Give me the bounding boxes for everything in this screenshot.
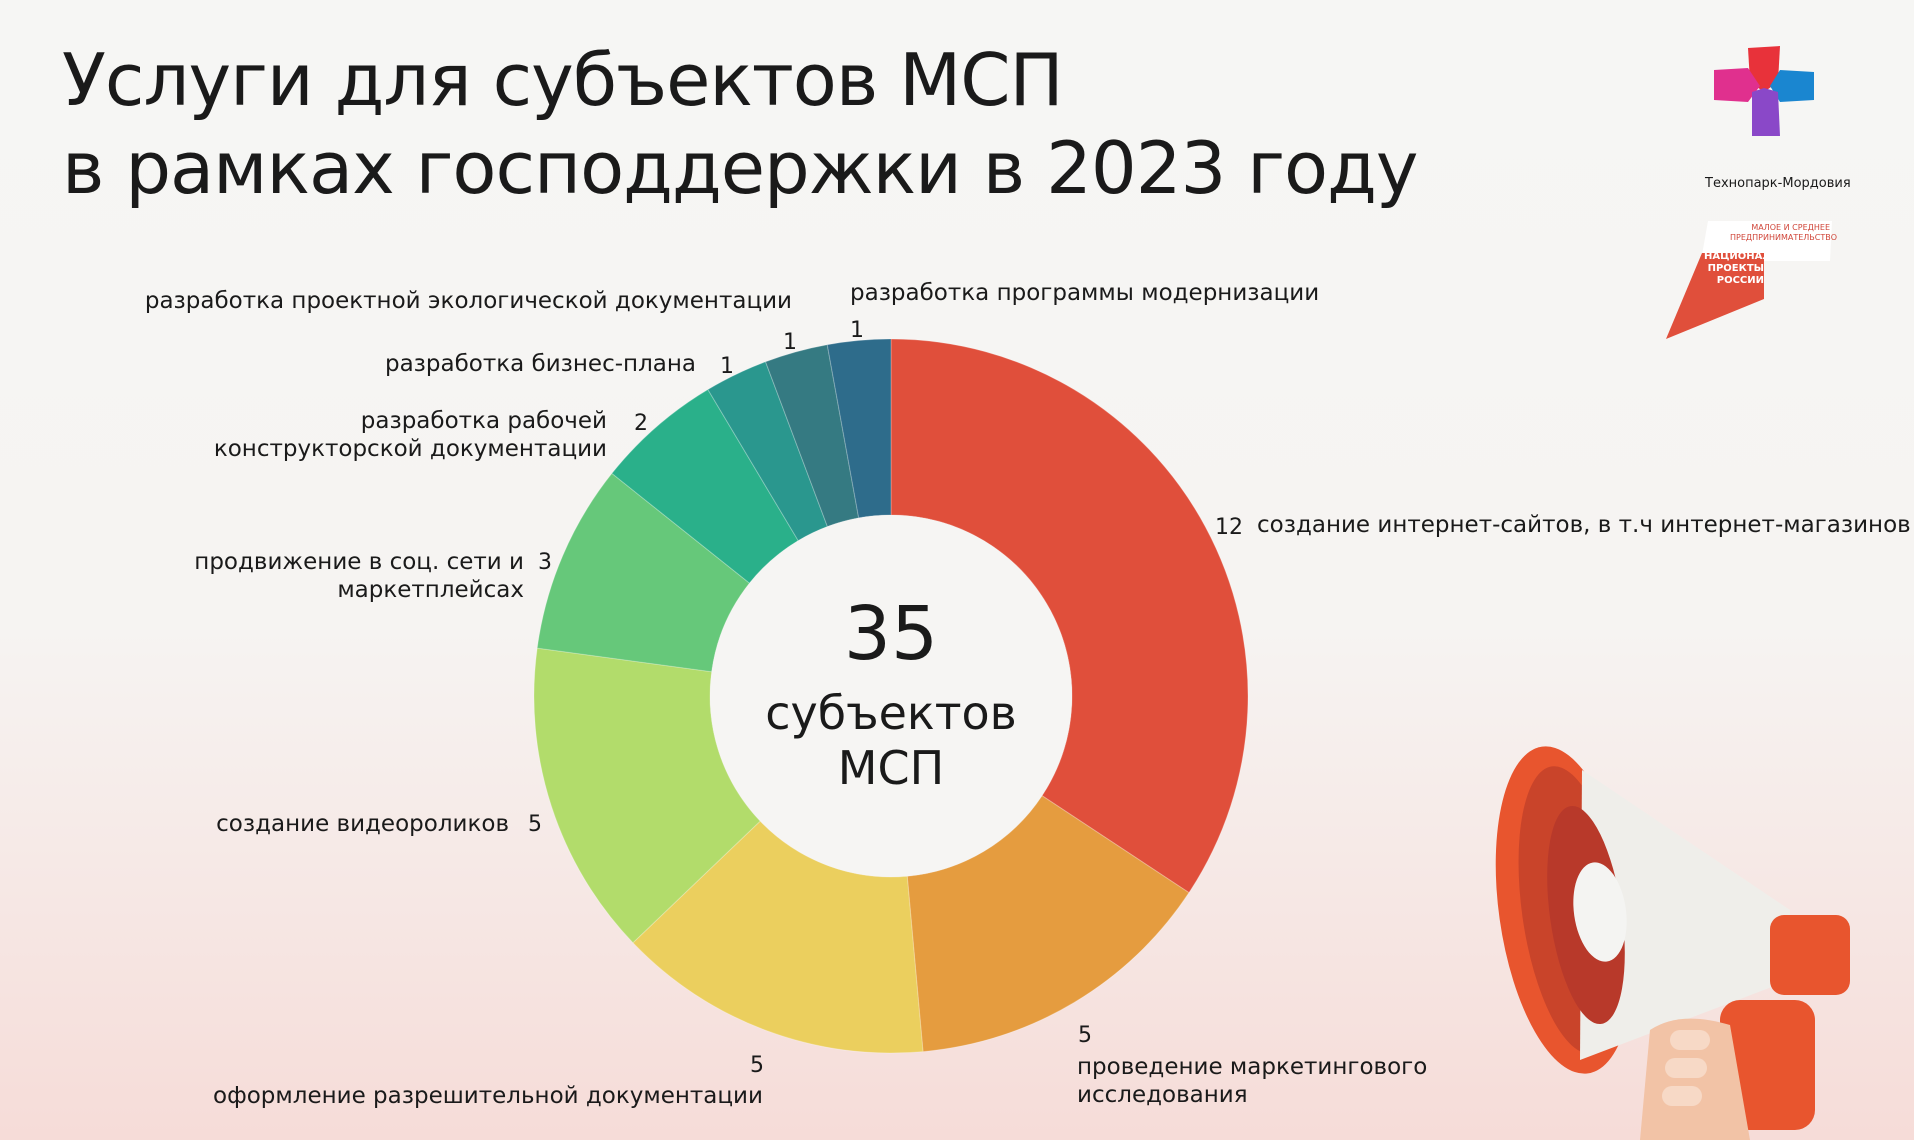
national-projects-logo: МАЛОЕ И СРЕДНЕЕ ПРЕДПРИНИМАТЕЛЬСТВО НАЦИ…: [1660, 215, 1840, 340]
slice-label-social: продвижение в соц. сети и маркетплейсах: [194, 549, 524, 603]
title-line-2: в рамках господдержки в 2023 году: [62, 126, 1418, 210]
title-line-1: Услуги для субъектов МСП: [62, 38, 1064, 122]
slice-value-design-docs: 2: [634, 411, 648, 436]
center-total: 35: [843, 591, 939, 677]
slice-value-websites: 12: [1215, 515, 1243, 540]
donut-slice-0: [890, 338, 1249, 894]
slice-label-eco-docs: разработка проектной экологической докум…: [144, 288, 792, 314]
center-line-1: субъектов: [765, 686, 1017, 740]
slice-label-websites: создание интернет-сайтов, в т.ч интернет…: [1257, 512, 1911, 538]
slice-label-business-plan: разработка бизнес-плана: [384, 351, 696, 377]
slice-label-permits: оформление разрешительной документации: [213, 1083, 763, 1109]
slice-value-marketing: 5: [1078, 1023, 1092, 1048]
megaphone-illustration: [1495, 746, 1850, 1140]
slice-label-modernization: разработка программы модернизации: [850, 280, 1320, 306]
slice-value-social: 3: [538, 550, 552, 575]
slice-label-design-docs: разработка рабочей конструкторской докум…: [213, 408, 607, 462]
slice-value-modernization: 1: [850, 318, 864, 343]
page-title: Услуги для субъектов МСП в рамках господ…: [62, 36, 1418, 212]
technopark-logo: [1714, 46, 1814, 136]
slice-value-business-plan: 1: [720, 354, 734, 379]
slice-value-eco-docs: 1: [783, 330, 797, 355]
slice-value-videos: 5: [528, 812, 542, 837]
national-projects-title: НАЦИОНАЛЬНЫЕ ПРОЕКТЫ РОССИИ: [1704, 251, 1804, 286]
donut-hole: [710, 515, 1072, 877]
center-line-2: МСП: [837, 741, 945, 795]
technopark-logo-text: Технопарк-Мордовия: [1705, 176, 1851, 191]
slice-value-permits: 5: [750, 1053, 764, 1078]
slice-label-marketing: проведение маркетингового исследования: [1077, 1054, 1428, 1108]
national-projects-subtitle: МАЛОЕ И СРЕДНЕЕ ПРЕДПРИНИМАТЕЛЬСТВО: [1730, 223, 1838, 242]
slice-label-videos: создание видеороликов: [216, 811, 509, 837]
donut-slice-1: [906, 795, 1190, 1053]
